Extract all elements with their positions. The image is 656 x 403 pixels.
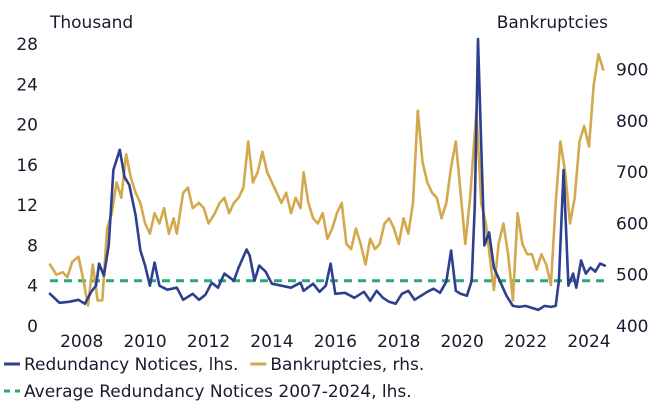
right-axis-ticks: 400 500 600 700 800 900 bbox=[616, 61, 648, 337]
x-tick-label: 2022 bbox=[504, 332, 547, 352]
right-tick-label: 700 bbox=[616, 163, 648, 183]
series-line-0 bbox=[48, 37, 607, 312]
left-tick-label: 24 bbox=[16, 75, 38, 95]
x-tick-label: 2014 bbox=[250, 332, 293, 352]
right-tick-label: 600 bbox=[616, 214, 648, 234]
left-tick-label: 28 bbox=[16, 35, 38, 55]
x-tick-label: 2008 bbox=[60, 332, 103, 352]
x-tick-label: 2010 bbox=[123, 332, 166, 352]
series-line-1 bbox=[48, 53, 605, 307]
x-tick-label: 2020 bbox=[441, 332, 484, 352]
left-tick-label: 4 bbox=[27, 277, 38, 297]
left-tick-label: 0 bbox=[27, 317, 38, 337]
x-axis-ticks: 2008 2010 2012 2014 2016 2018 2020 2022 2024 bbox=[60, 332, 611, 352]
x-tick-label: 2018 bbox=[377, 332, 420, 352]
right-tick-label: 500 bbox=[616, 266, 648, 286]
x-tick-label: 2016 bbox=[314, 332, 357, 352]
left-axis-ticks: 0 4 8 12 16 20 24 28 bbox=[16, 35, 38, 337]
left-axis-unit-label: Thousand bbox=[49, 13, 133, 33]
legend: Redundancy Notices, lhs. Bankruptcies, rh… bbox=[4, 355, 424, 402]
legend-label-0: Redundancy Notices, lhs. bbox=[24, 355, 238, 375]
right-tick-label: 400 bbox=[616, 317, 648, 337]
series-layer bbox=[48, 37, 607, 312]
left-tick-label: 16 bbox=[16, 156, 38, 176]
right-tick-label: 800 bbox=[616, 112, 648, 132]
right-tick-label: 900 bbox=[616, 61, 648, 81]
left-tick-label: 12 bbox=[16, 196, 38, 216]
legend-label-2: Average Redundancy Notices 2007-2024, lh… bbox=[24, 382, 412, 402]
left-tick-label: 8 bbox=[27, 236, 38, 256]
x-tick-label: 2024 bbox=[567, 332, 610, 352]
x-tick-label: 2012 bbox=[187, 332, 230, 352]
left-tick-label: 20 bbox=[16, 116, 38, 136]
right-axis-unit-label: Bankruptcies bbox=[497, 13, 608, 33]
legend-label-1: Bankruptcies, rhs. bbox=[270, 355, 424, 375]
